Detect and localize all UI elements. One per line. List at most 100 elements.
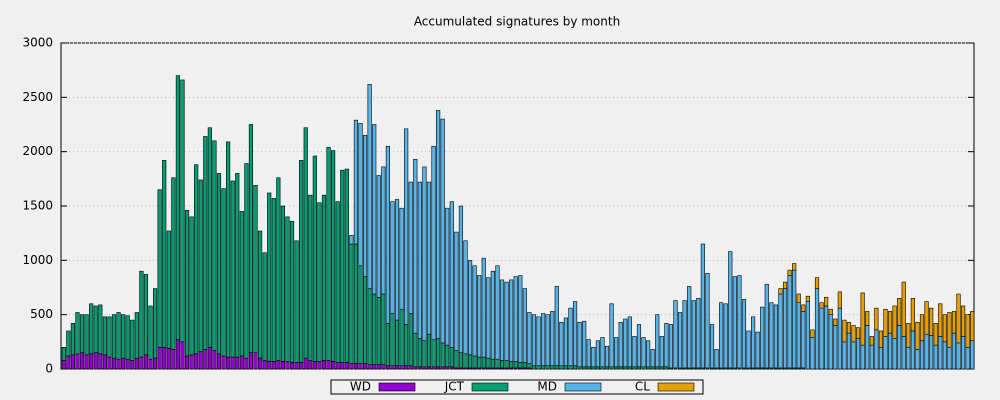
bar-segment xyxy=(102,316,107,356)
bar-segment xyxy=(874,307,879,331)
bar-segment xyxy=(522,288,527,363)
bar-segment xyxy=(61,360,66,370)
bar-segment xyxy=(951,332,957,370)
bar-segment xyxy=(961,336,966,370)
bar-segment xyxy=(513,361,518,369)
bar-segment xyxy=(358,123,363,267)
bar-segment xyxy=(824,305,829,370)
bar-segment xyxy=(531,314,537,367)
bar-segment xyxy=(89,353,94,370)
bar-segment xyxy=(906,346,911,370)
bar-segment xyxy=(554,286,559,367)
bar-segment xyxy=(125,358,130,370)
bar-segment xyxy=(965,346,970,370)
legend-swatch xyxy=(378,382,416,392)
bar-segment xyxy=(463,240,468,355)
bar-segment xyxy=(294,362,299,370)
bar-segment xyxy=(75,353,80,370)
bar-segment xyxy=(404,128,409,325)
bar-segment xyxy=(61,346,66,361)
bar-segment xyxy=(326,360,331,370)
bar-segment xyxy=(741,299,747,369)
bar-segment xyxy=(79,314,85,353)
bar-segment xyxy=(801,304,806,312)
bar-segment xyxy=(833,325,838,370)
bar-segment xyxy=(668,324,674,369)
bar-segment xyxy=(860,344,865,370)
bar-segment xyxy=(582,366,587,370)
bar-segment xyxy=(655,366,660,370)
bar-segment xyxy=(390,365,395,370)
bar-segment xyxy=(362,363,368,370)
bar-segment xyxy=(541,313,546,367)
bar-segment xyxy=(709,324,715,369)
bar-segment xyxy=(349,235,354,245)
bar-segment xyxy=(577,321,582,368)
bar-segment xyxy=(440,342,445,368)
bar-segment xyxy=(919,340,925,370)
bar-segment xyxy=(171,177,176,350)
bar-segment xyxy=(385,323,390,367)
bar-segment xyxy=(358,265,363,364)
bar-segment xyxy=(636,324,642,368)
bar-segment xyxy=(892,338,897,370)
bar-segment xyxy=(719,302,724,369)
bar-segment xyxy=(194,353,199,370)
bar-segment xyxy=(869,336,874,346)
bar-segment xyxy=(924,301,929,335)
y-tick-label: 1000 xyxy=(22,253,53,267)
bar-segment xyxy=(317,202,322,362)
bar-segment xyxy=(627,316,632,368)
bar-segment xyxy=(559,365,564,370)
bar-segment xyxy=(846,332,852,370)
bar-segment xyxy=(276,360,281,370)
bar-segment xyxy=(253,352,258,370)
bar-segment xyxy=(787,269,792,276)
bar-segment xyxy=(919,314,925,342)
bar-segment xyxy=(349,243,354,364)
bar-segment xyxy=(961,305,966,337)
y-tick-label: 500 xyxy=(30,307,53,321)
bar-segment xyxy=(198,179,203,352)
bar-segment xyxy=(413,366,418,370)
bar-segment xyxy=(189,216,194,356)
bar-segment xyxy=(842,341,847,370)
bar-segment xyxy=(184,355,190,370)
bar-segment xyxy=(883,308,888,337)
bar-segment xyxy=(422,340,427,368)
bar-segment xyxy=(449,201,454,348)
bar-segment xyxy=(445,344,450,368)
bar-segment xyxy=(550,311,555,367)
bar-segment xyxy=(289,362,295,370)
bar-segment xyxy=(125,315,130,360)
bar-segment xyxy=(399,365,404,370)
bar-segment xyxy=(887,332,893,370)
bar-segment xyxy=(289,220,295,363)
bar-segment xyxy=(819,302,824,309)
bar-segment xyxy=(207,127,212,348)
bar-segment xyxy=(518,362,523,369)
bar-segment xyxy=(413,158,418,334)
bar-segment xyxy=(271,198,276,362)
bar-segment xyxy=(194,164,199,355)
bar-segment xyxy=(230,356,235,370)
bar-segment xyxy=(883,336,888,370)
legend-label: JCT xyxy=(444,380,465,394)
bar-segment xyxy=(897,325,902,370)
bar-segment xyxy=(84,354,89,370)
bar-segment xyxy=(404,365,409,370)
bar-segment xyxy=(431,366,436,370)
bar-segment xyxy=(308,194,313,361)
bar-segment xyxy=(353,363,359,370)
bar-segment xyxy=(358,363,363,370)
y-tick-label: 3000 xyxy=(22,36,53,50)
bar-segment xyxy=(951,311,957,334)
bar-segment xyxy=(563,365,569,370)
bar-segment xyxy=(773,304,779,369)
bar-segment xyxy=(737,275,742,369)
bar-segment xyxy=(399,207,404,310)
bar-segment xyxy=(947,346,952,370)
bar-segment xyxy=(235,173,240,358)
bar-segment xyxy=(235,356,240,370)
